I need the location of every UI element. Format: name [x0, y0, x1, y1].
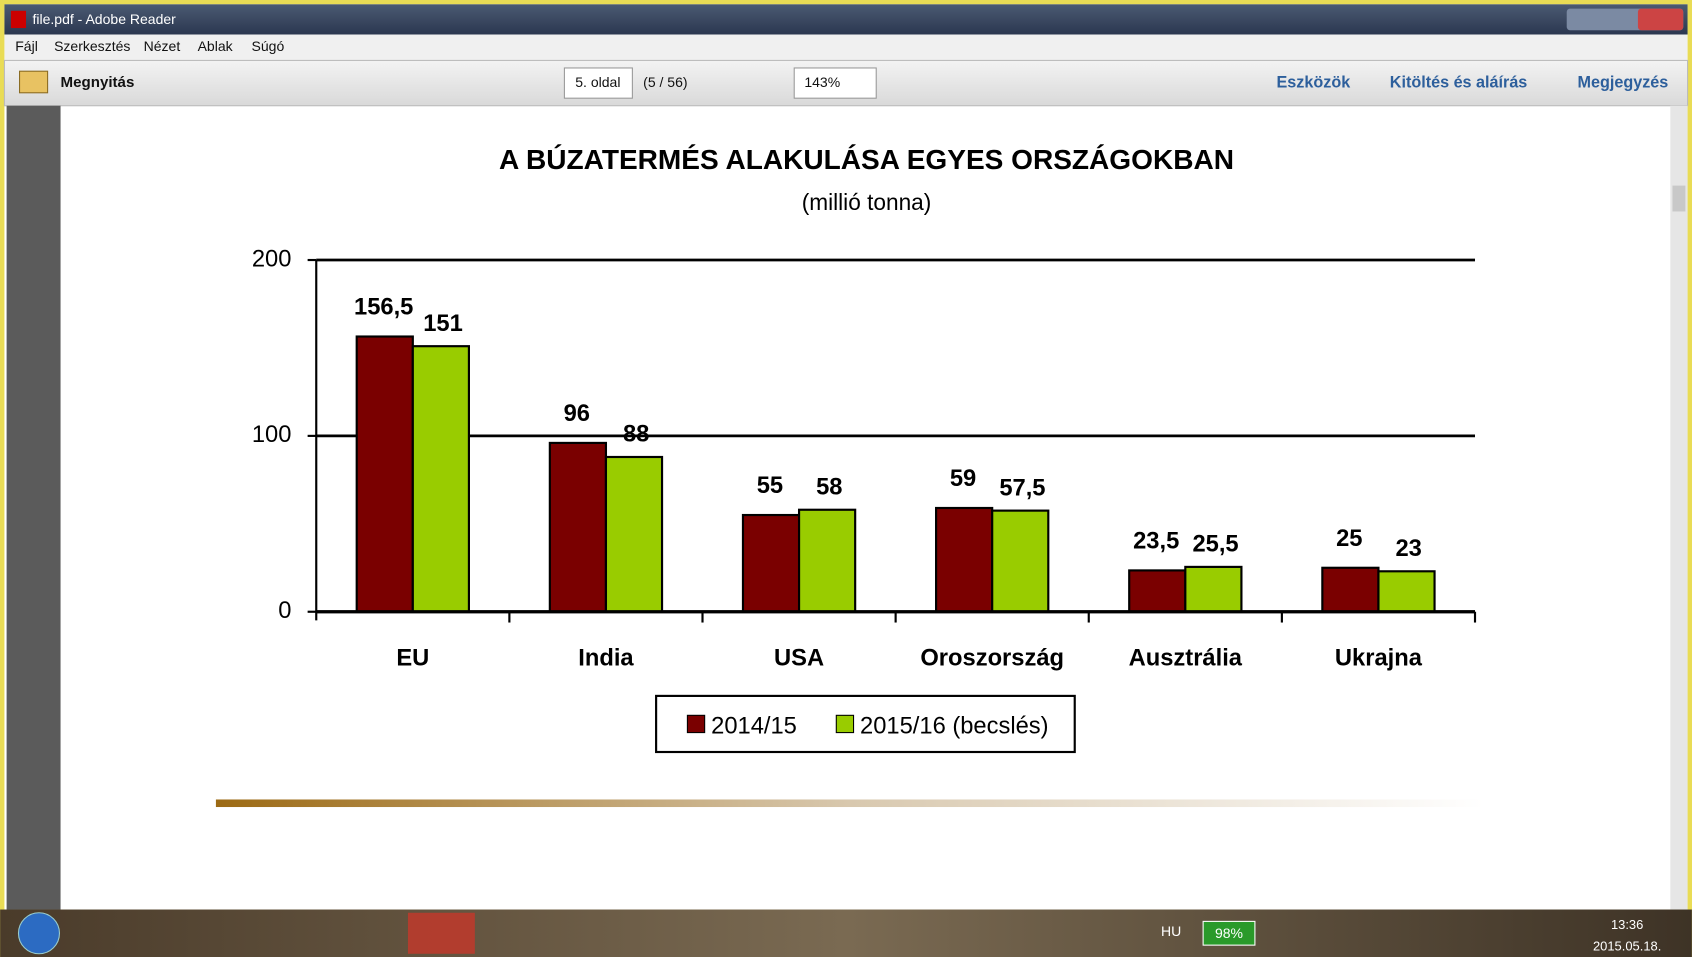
y-tick-label: 100	[252, 422, 292, 448]
legend-swatch	[836, 715, 853, 732]
chart-title: A BÚZATERMÉS ALAKULÁSA EGYES ORSZÁGOKBAN	[499, 144, 1234, 175]
data-label: 25,5	[1192, 532, 1238, 558]
bar	[799, 510, 855, 612]
language[interactable]: HU	[1161, 923, 1181, 939]
close-button[interactable]	[1638, 9, 1683, 31]
chart-subtitle: (millió tonna)	[802, 189, 932, 215]
zoom-value: 143%	[804, 74, 840, 90]
x-tick-label: Oroszország	[920, 645, 1064, 671]
x-tick-label: Ausztrália	[1129, 645, 1243, 671]
data-label: 23	[1395, 536, 1421, 562]
page: file.pdf - Adobe Reader {"window": {"tit…	[0, 0, 1692, 957]
menu-item[interactable]: Fájl	[15, 38, 38, 54]
panel-tab[interactable]: Megjegyzés	[1578, 73, 1669, 91]
window-title: file.pdf - Adobe Reader	[32, 11, 176, 27]
data-label: 25	[1336, 526, 1362, 552]
clock-date: 2015.05.18.	[1593, 939, 1661, 954]
legend-swatch	[687, 715, 704, 732]
app-icon	[11, 11, 26, 28]
data-label: 23,5	[1133, 529, 1179, 555]
data-label: 96	[564, 401, 590, 427]
menu-item[interactable]: Szerkesztés	[54, 38, 130, 54]
legend-label: 2015/16 (becslés)	[860, 713, 1049, 739]
data-label: 151	[423, 311, 463, 337]
window	[4, 4, 1687, 909]
bar	[606, 457, 662, 612]
bar	[1185, 567, 1241, 612]
scrollbar[interactable]	[1670, 106, 1687, 910]
bar	[936, 508, 992, 612]
screen: file.pdf - Adobe Reader 5. oldal (5 / 56…	[0, 0, 1692, 957]
data-label: 156,5	[354, 295, 413, 321]
y-tick-label: 0	[278, 598, 291, 624]
bar	[992, 511, 1048, 612]
menu-item[interactable]: Ablak	[198, 38, 234, 54]
bar	[1378, 571, 1434, 611]
bar	[550, 443, 606, 612]
taskbar	[0, 910, 1692, 957]
page-number: 5. oldal	[575, 74, 620, 90]
menu-item[interactable]: Nézet	[144, 38, 181, 54]
open-button[interactable]: Megnyitás	[61, 74, 135, 91]
data-label: 58	[816, 474, 842, 500]
x-tick-label: Ukrajna	[1335, 645, 1423, 671]
data-label: 59	[950, 466, 976, 492]
legend-label: 2014/15	[711, 713, 797, 739]
data-label: 88	[623, 422, 649, 448]
body: file.pdf - Adobe Reader 5. oldal (5 / 56…	[0, 0, 1692, 957]
clock-time: 13:36	[1611, 917, 1643, 932]
start-button[interactable]	[18, 913, 59, 954]
page-count: (5 / 56)	[643, 74, 687, 90]
menu-item[interactable]: Súgó	[252, 38, 285, 54]
x-tick-label: India	[578, 645, 634, 671]
panel-tab[interactable]: Eszközök	[1276, 73, 1351, 91]
y-tick-label: 200	[252, 246, 292, 272]
data-label: 57,5	[999, 475, 1045, 501]
bar	[743, 515, 799, 612]
scroll-thumb[interactable]	[1672, 186, 1685, 212]
open-icon[interactable]	[20, 71, 48, 93]
title-bar	[4, 4, 1687, 34]
battery: 98%	[1215, 925, 1243, 941]
bar	[413, 346, 469, 612]
decorative-rule	[216, 799, 1484, 807]
x-tick-label: EU	[396, 645, 429, 671]
bar	[1322, 568, 1378, 612]
bar	[1129, 570, 1185, 611]
reader-task[interactable]	[408, 913, 475, 954]
panel-tab[interactable]: Kitöltés és aláírás	[1390, 73, 1528, 91]
data-label: 55	[757, 473, 783, 499]
x-tick-label: USA	[774, 645, 824, 671]
side-panel	[7, 106, 61, 910]
bar	[357, 337, 413, 612]
